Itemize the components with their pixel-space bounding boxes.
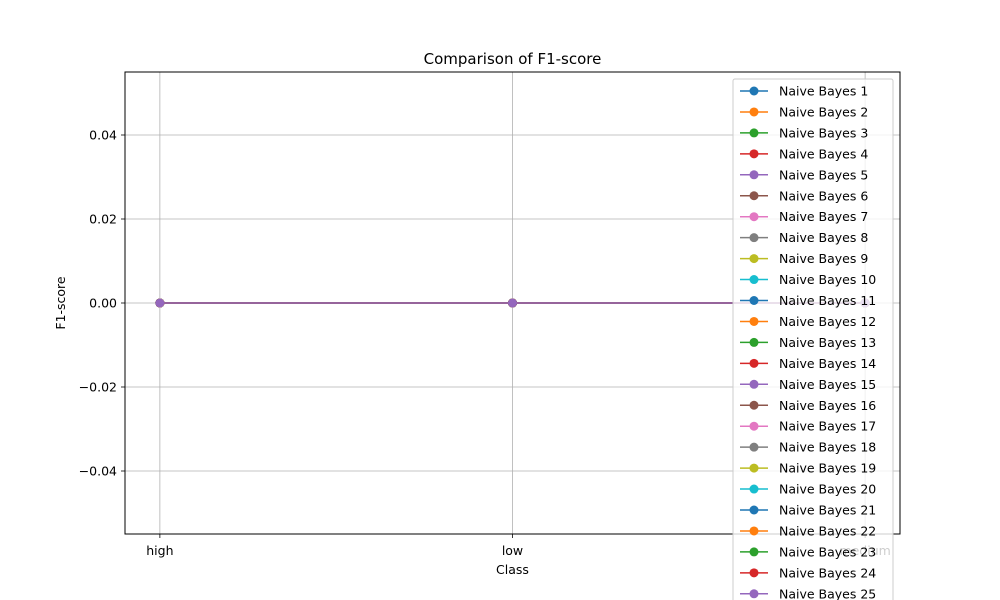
legend-marker-swatch [749, 296, 759, 305]
legend-marker-swatch [749, 316, 759, 326]
legend-marker-swatch [749, 149, 759, 159]
legend-label: Naive Bayes 5 [779, 167, 868, 182]
legend-label: Naive Bayes 23 [779, 544, 876, 559]
legend-label: Naive Bayes 17 [779, 419, 876, 434]
legend-label: Naive Bayes 22 [779, 523, 876, 538]
legend-marker-swatch [749, 568, 759, 578]
legend-label: Naive Bayes 6 [779, 188, 868, 203]
legend-marker-swatch [749, 421, 759, 431]
legend-label: Naive Bayes 7 [779, 209, 868, 224]
chart-title: Comparison of F1-score [424, 50, 602, 68]
legend-marker-swatch [749, 254, 759, 264]
legend-marker-swatch [749, 212, 759, 222]
legend-label: Naive Bayes 9 [779, 251, 868, 266]
legend-marker-swatch [749, 442, 759, 452]
y-tick-label: −0.02 [79, 380, 117, 395]
legend-label: Naive Bayes 2 [779, 104, 868, 119]
legend-label: Naive Bayes 10 [779, 272, 876, 287]
legend-marker-swatch [749, 128, 759, 138]
legend-label: Naive Bayes 18 [779, 440, 876, 455]
legend-label: Naive Bayes 19 [779, 461, 876, 476]
x-tick-label: low [502, 543, 523, 558]
y-axis-label: F1-score [53, 276, 68, 330]
legend-marker-swatch [749, 337, 759, 347]
legend-marker-swatch [749, 463, 759, 473]
x-tick-label: high [146, 543, 173, 558]
legend-marker-swatch [749, 170, 759, 180]
legend-marker-swatch [749, 86, 759, 96]
legend-marker-swatch [749, 233, 759, 243]
legend-marker-swatch [749, 526, 759, 536]
y-tick-label: 0.04 [89, 128, 117, 143]
y-tick-label: 0.00 [89, 296, 117, 311]
legend-label: Naive Bayes 20 [779, 482, 876, 497]
legend-label: Naive Bayes 12 [779, 314, 876, 329]
legend-marker-swatch [749, 547, 759, 557]
x-axis-label: Class [496, 562, 529, 577]
y-tick-label: 0.02 [89, 212, 117, 227]
legend: Naive Bayes 1 Naive Bayes 2 Naive Bayes 3 N… [732, 78, 894, 600]
legend-marker-swatch [749, 107, 759, 117]
legend-marker-swatch [749, 505, 759, 515]
legend-label: Naive Bayes 11 [779, 293, 876, 308]
legend-marker-swatch [749, 400, 759, 410]
legend-marker-swatch [749, 191, 759, 201]
legend-marker-swatch [749, 589, 759, 599]
y-tick-label: −0.04 [79, 464, 117, 479]
legend-marker-swatch [749, 358, 759, 368]
legend-label: Naive Bayes 3 [779, 125, 868, 140]
data-point [508, 298, 517, 308]
legend-label: Naive Bayes 13 [779, 335, 876, 350]
legend-label: Naive Bayes 8 [779, 230, 868, 245]
legend-label: Naive Bayes 21 [779, 503, 876, 518]
legend-label: Naive Bayes 24 [779, 565, 876, 580]
data-point [155, 298, 165, 308]
legend-label: Naive Bayes 16 [779, 398, 876, 413]
legend-label: Naive Bayes 1 [779, 84, 868, 99]
y-axis-ticks: −0.04 −0.02 0.00 0.02 0.04 [79, 128, 125, 479]
legend-frame [732, 78, 894, 600]
legend-marker-swatch [749, 484, 759, 494]
legend-label: Naive Bayes 25 [779, 586, 876, 600]
legend-label: Naive Bayes 4 [779, 146, 868, 161]
legend-label: Naive Bayes 15 [779, 377, 876, 392]
legend-label: Naive Bayes 14 [779, 356, 876, 371]
legend-marker-swatch [749, 275, 759, 285]
legend-marker-swatch [749, 379, 759, 389]
